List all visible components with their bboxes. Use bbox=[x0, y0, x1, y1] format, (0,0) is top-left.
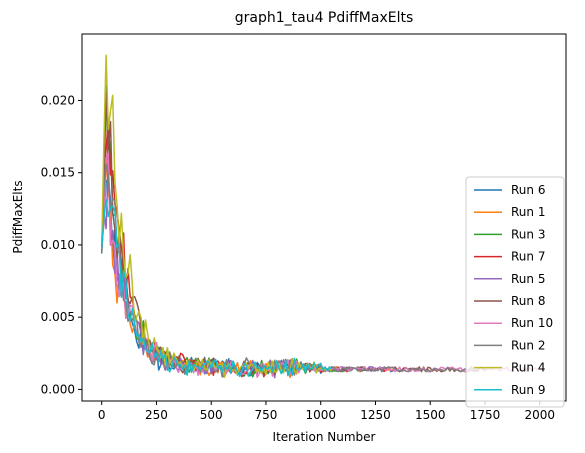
plot-frame bbox=[81, 33, 567, 402]
series-line-run-9 bbox=[100, 199, 333, 378]
y-tick-label: 0.010 bbox=[41, 238, 75, 252]
legend-label: Run 7 bbox=[511, 250, 545, 264]
x-tick-label: 2000 bbox=[524, 408, 555, 422]
x-axis-title: Iteration Number bbox=[273, 430, 376, 444]
series-line-run-8 bbox=[100, 90, 486, 376]
x-tick-label: 750 bbox=[255, 408, 278, 422]
x-tick-label: 1250 bbox=[360, 408, 391, 422]
x-tick-label: 1000 bbox=[305, 408, 336, 422]
x-tick-label: 500 bbox=[200, 408, 223, 422]
y-tick-label: 0.020 bbox=[41, 93, 75, 107]
x-tick-label: 0 bbox=[98, 408, 106, 422]
series-group bbox=[100, 54, 541, 379]
y-tick-label: 0.015 bbox=[41, 166, 75, 180]
x-tick-label: 1750 bbox=[470, 408, 501, 422]
legend: Run 6 Run 1 Run 3 Run 7 Run 5 Run 8 Run 10 Run … bbox=[465, 176, 565, 408]
legend-label: Run 10 bbox=[511, 316, 553, 330]
legend-label: Run 8 bbox=[511, 294, 545, 308]
y-axis: 0.000 0.005 0.010 0.015 0.020 bbox=[41, 93, 82, 396]
series-line-run-5 bbox=[100, 160, 377, 379]
legend-label: Run 2 bbox=[511, 338, 545, 352]
legend-label: Run 1 bbox=[511, 205, 545, 219]
x-axis: 0 250 500 750 1000 1250 1500 1750 2000 bbox=[98, 401, 555, 422]
y-axis-title: PdiffMaxElts bbox=[11, 180, 25, 253]
legend-label: Run 6 bbox=[511, 183, 545, 197]
chart-title: graph1_tau4 PdiffMaxElts bbox=[235, 10, 414, 26]
y-tick-label: 0.000 bbox=[41, 382, 75, 396]
y-tick-label: 0.005 bbox=[41, 310, 75, 324]
legend-label: Run 9 bbox=[511, 383, 545, 397]
legend-label: Run 5 bbox=[511, 272, 545, 286]
legend-label: Run 3 bbox=[511, 227, 545, 241]
series-line-run-2 bbox=[100, 163, 486, 378]
legend-label: Run 4 bbox=[511, 361, 545, 375]
x-tick-label: 250 bbox=[145, 408, 168, 422]
x-tick-label: 1500 bbox=[415, 408, 446, 422]
